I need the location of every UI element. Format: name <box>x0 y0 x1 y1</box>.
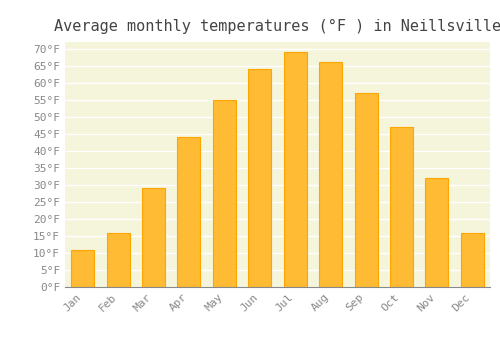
Bar <box>390 127 413 287</box>
Bar <box>426 178 448 287</box>
Bar <box>284 52 306 287</box>
Bar <box>461 232 484 287</box>
Bar <box>248 69 272 287</box>
Bar <box>178 137 201 287</box>
Bar <box>106 232 130 287</box>
Title: Average monthly temperatures (°F ) in Neillsville: Average monthly temperatures (°F ) in Ne… <box>54 19 500 34</box>
Bar <box>142 188 165 287</box>
Bar <box>354 93 378 287</box>
Bar <box>319 62 342 287</box>
Bar <box>71 250 94 287</box>
Bar <box>213 100 236 287</box>
